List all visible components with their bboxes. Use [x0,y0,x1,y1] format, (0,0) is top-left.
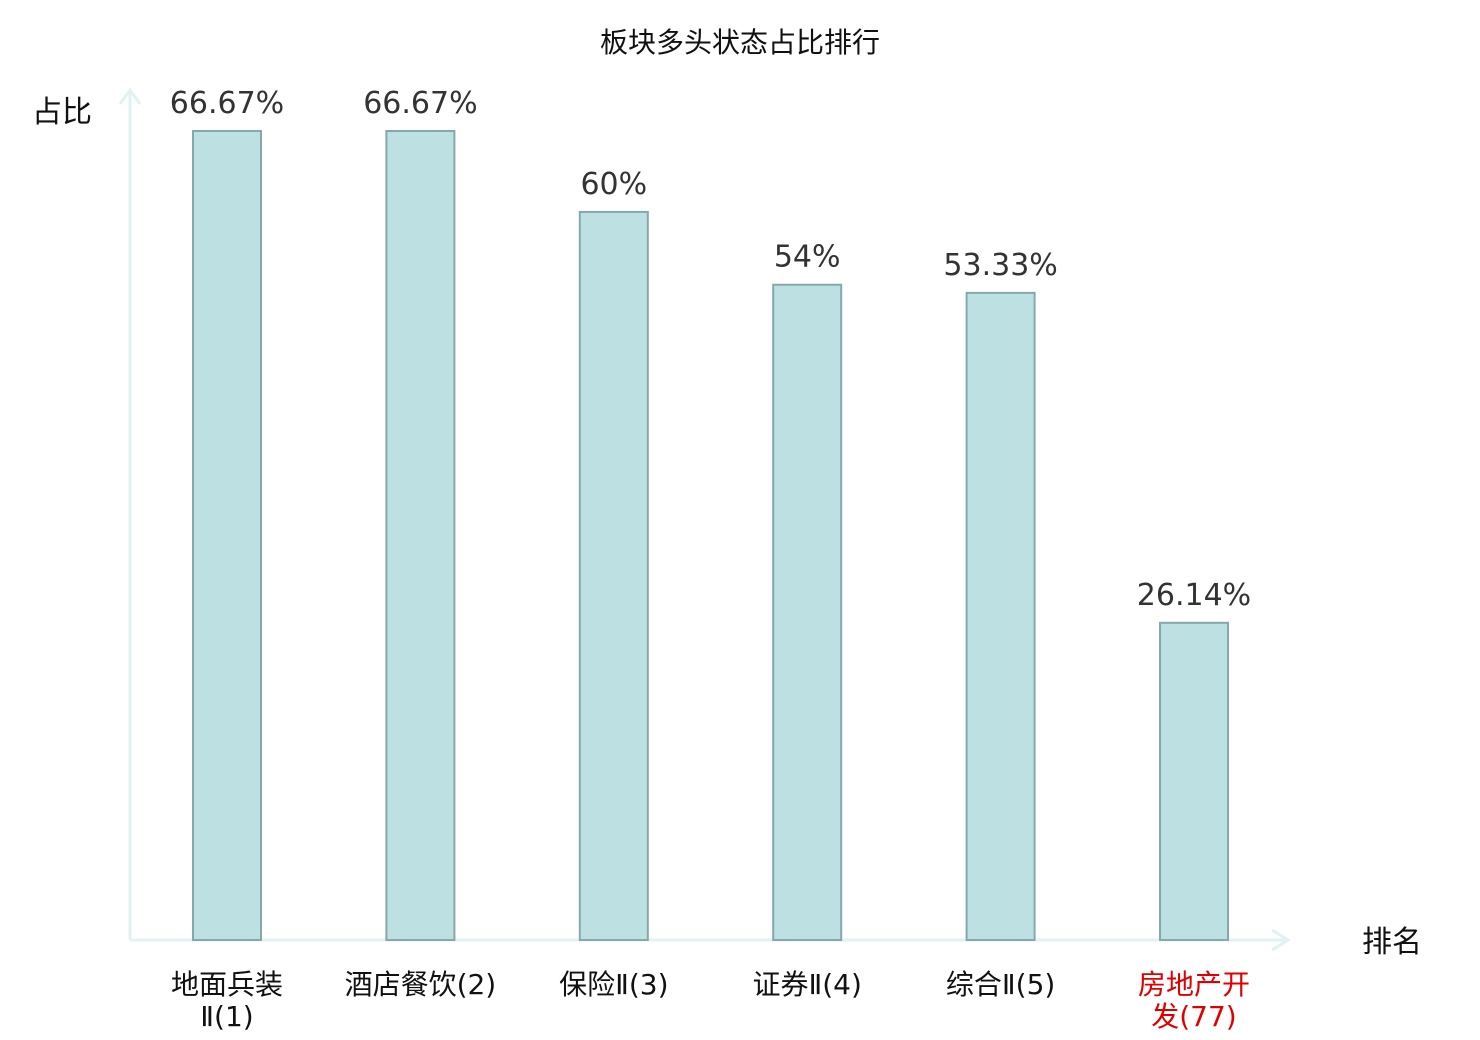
bar-value-label: 60% [580,167,647,202]
bar [772,283,843,942]
category-tick-label: 综合Ⅱ(5) [946,968,1055,1001]
bar [1159,621,1229,941]
bar-value-label: 66.67% [363,86,477,121]
bar [192,130,262,941]
y-axis-label: 占比 [32,95,92,130]
bar-value-label: 66.67% [170,86,284,121]
bar [385,130,456,941]
category-tick-label: 保险Ⅱ(3) [559,968,668,1001]
bar [578,210,649,941]
chart-title: 板块多头状态占比排行 [600,26,880,59]
bar-value-label: 54% [774,240,841,275]
bar-value-label: 53.33% [943,248,1057,283]
x-axis-label: 排名 [1362,925,1422,960]
category-tick-label: 房地产开 [1138,968,1250,1001]
bar [965,291,1036,941]
category-tick-label: 酒店餐饮(2) [345,968,497,1001]
y-axis-arrow [118,87,142,105]
category-tick-label: 地面兵装 [171,968,283,1001]
category-tick-label: 证券Ⅱ(4) [752,968,861,1001]
category-tick-label: Ⅱ(1) [200,1000,253,1033]
bar-value-label: 26.14% [1137,578,1251,613]
category-tick-label: 发(77) [1151,1000,1236,1033]
x-axis-arrow [1271,928,1291,952]
